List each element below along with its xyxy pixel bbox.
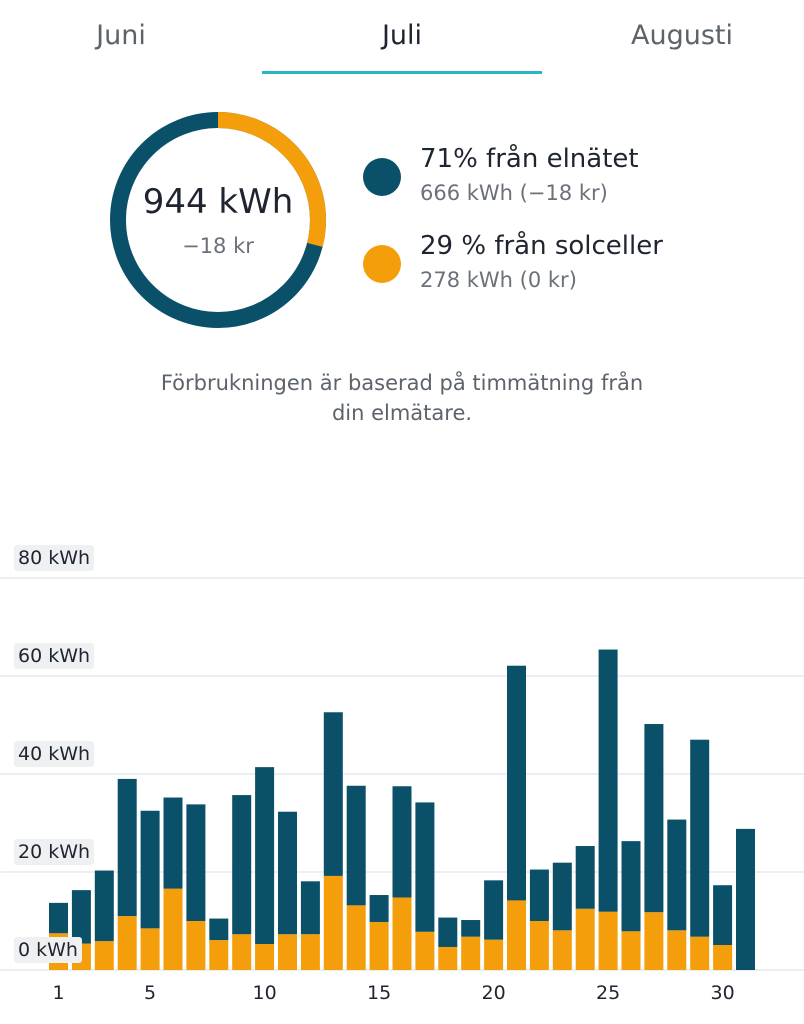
y-tick-label: 80 kWh <box>14 545 95 571</box>
bar-day-22-elnätet[interactable] <box>529 869 549 921</box>
daily-consumption-chart <box>0 577 804 971</box>
solar-legend-title: 29 % från solceller <box>420 231 663 261</box>
tab-juli[interactable]: Juli <box>381 20 423 51</box>
bar-day-4-solceller[interactable] <box>117 916 137 970</box>
bar-day-21-solceller[interactable] <box>507 900 526 970</box>
bar-day-4-elnätet[interactable] <box>117 778 137 917</box>
solar-legend-dot <box>363 245 401 283</box>
x-tick-label: 15 <box>367 982 392 1004</box>
bar-day-13-solceller[interactable] <box>323 875 343 970</box>
y-tick-label: 40 kWh <box>14 741 95 767</box>
grid-legend-detail: 666 kWh (−18 kr) <box>420 181 608 205</box>
bar-day-16-solceller[interactable] <box>392 897 412 970</box>
note-line-1: Förbrukningen är baserad på timmätning f… <box>160 371 644 395</box>
x-tick-label: 20 <box>481 982 506 1004</box>
total-cost: −18 kr <box>182 234 254 258</box>
bar-day-18-solceller[interactable] <box>438 946 458 970</box>
bar-day-7-solceller[interactable] <box>186 921 206 970</box>
y-tick-label: 60 kWh <box>14 643 95 669</box>
bar-day-20-solceller[interactable] <box>484 939 504 970</box>
bar-day-10-solceller[interactable] <box>255 944 275 970</box>
bar-day-21-elnätet[interactable] <box>507 665 526 901</box>
bar-day-28-solceller[interactable] <box>667 930 687 970</box>
bar-day-2-elnätet[interactable] <box>71 890 91 944</box>
bar-day-11-solceller[interactable] <box>278 934 297 970</box>
bar-day-3-solceller[interactable] <box>94 941 114 970</box>
bar-day-3-elnätet[interactable] <box>94 870 114 942</box>
bar-day-27-solceller[interactable] <box>644 912 664 970</box>
bar-day-22-solceller[interactable] <box>529 921 549 970</box>
bar-day-10-elnätet[interactable] <box>255 767 275 945</box>
grid-legend-dot <box>363 158 401 196</box>
bar-day-29-elnätet[interactable] <box>690 739 710 937</box>
bar-day-24-solceller[interactable] <box>575 908 595 970</box>
bar-day-23-elnätet[interactable] <box>552 862 572 931</box>
bar-day-5-solceller[interactable] <box>140 928 160 970</box>
bar-day-14-elnätet[interactable] <box>346 785 366 906</box>
bar-day-20-elnätet[interactable] <box>484 880 504 940</box>
active-tab-indicator <box>262 71 542 74</box>
bar-day-29-solceller[interactable] <box>690 936 710 970</box>
bar-day-25-solceller[interactable] <box>598 911 618 970</box>
bar-day-12-elnätet[interactable] <box>300 881 320 935</box>
bar-day-9-elnätet[interactable] <box>232 795 252 935</box>
bar-day-30-solceller[interactable] <box>713 945 733 970</box>
bar-day-11-elnätet[interactable] <box>278 811 297 935</box>
x-tick-label: 5 <box>144 982 157 1004</box>
tab-juni[interactable]: Juni <box>96 20 146 51</box>
note-line-2: din elmätare. <box>331 401 473 425</box>
bar-day-6-elnätet[interactable] <box>163 797 183 889</box>
bar-day-17-elnätet[interactable] <box>415 802 435 932</box>
bar-day-26-elnätet[interactable] <box>621 841 641 932</box>
bar-day-30-elnätet[interactable] <box>713 885 733 946</box>
grid-legend-title: 71% från elnätet <box>420 144 639 174</box>
donut-solar-segment <box>110 112 326 328</box>
metering-note: Förbrukningen är baserad på timmätning f… <box>0 368 804 428</box>
bar-day-14-solceller[interactable] <box>346 905 366 970</box>
bar-day-18-elnätet[interactable] <box>438 917 458 947</box>
bar-day-8-solceller[interactable] <box>209 940 229 970</box>
x-tick-label: 25 <box>596 982 621 1004</box>
tab-augusti[interactable]: Augusti <box>631 20 733 51</box>
bar-day-8-elnätet[interactable] <box>209 918 229 941</box>
bar-day-28-elnätet[interactable] <box>667 819 687 931</box>
bar-day-9-solceller[interactable] <box>232 934 252 970</box>
bar-day-25-elnätet[interactable] <box>598 649 618 912</box>
bar-day-17-solceller[interactable] <box>415 931 435 970</box>
bar-day-15-solceller[interactable] <box>369 921 389 970</box>
bar-day-27-elnätet[interactable] <box>644 724 664 913</box>
bar-day-26-solceller[interactable] <box>621 931 641 970</box>
bar-day-31-elnätet[interactable] <box>736 828 755 970</box>
x-tick-label: 10 <box>252 982 277 1004</box>
total-consumption: 944 kWh <box>142 182 294 222</box>
bar-day-16-elnätet[interactable] <box>392 786 412 898</box>
y-tick-label: 20 kWh <box>14 839 95 865</box>
consumption-donut <box>110 112 326 328</box>
bar-day-19-elnätet[interactable] <box>461 920 481 937</box>
x-tick-label: 30 <box>710 982 735 1004</box>
bar-day-23-solceller[interactable] <box>552 930 572 970</box>
bar-day-5-elnätet[interactable] <box>140 810 160 929</box>
bar-day-6-solceller[interactable] <box>163 888 183 970</box>
bar-day-24-elnätet[interactable] <box>575 846 595 909</box>
bar-day-15-elnätet[interactable] <box>369 895 389 922</box>
bar-day-7-elnätet[interactable] <box>186 804 206 921</box>
bar-day-19-solceller[interactable] <box>461 936 481 970</box>
bar-day-1-elnätet[interactable] <box>49 902 68 934</box>
solar-legend-detail: 278 kWh (0 kr) <box>420 268 577 292</box>
bar-day-13-elnätet[interactable] <box>323 712 343 876</box>
y-tick-label: 0 kWh <box>14 937 82 963</box>
bar-day-12-solceller[interactable] <box>300 934 320 970</box>
x-tick-label: 1 <box>52 982 65 1004</box>
